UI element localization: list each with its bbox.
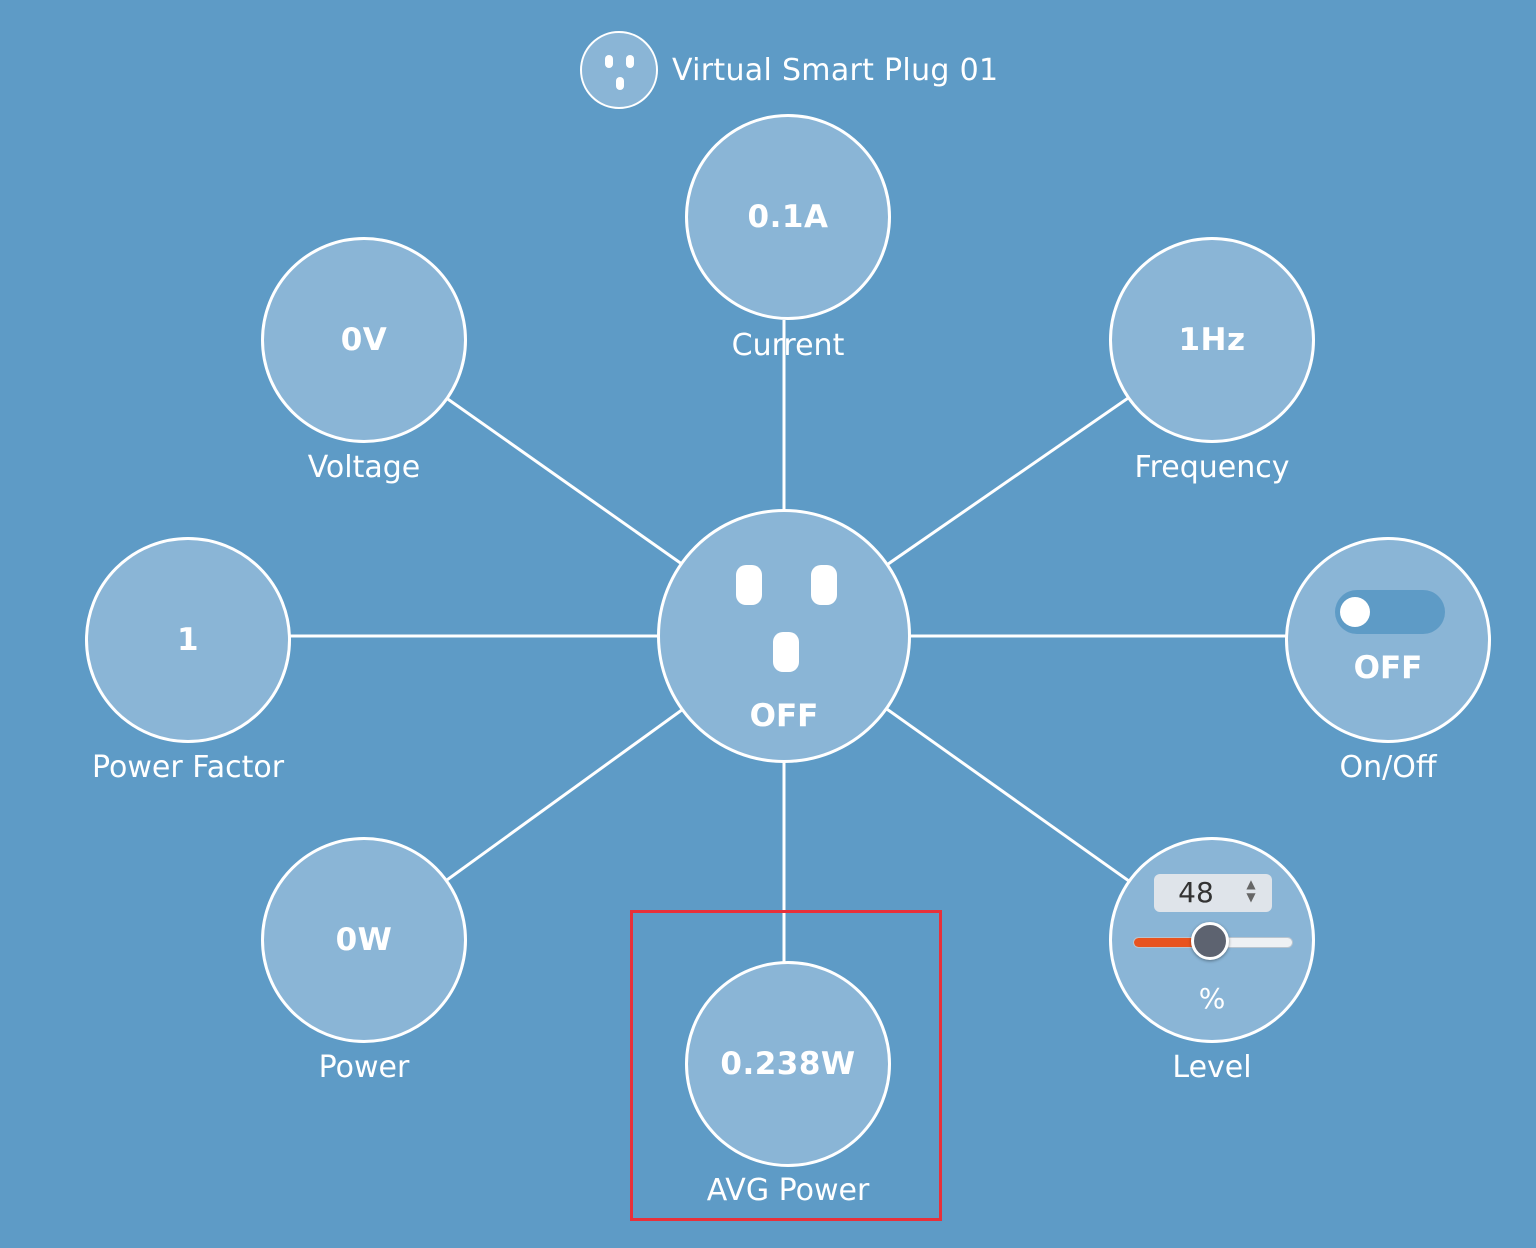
stepper-arrows-icon[interactable]: ▲ ▼	[1246, 877, 1256, 904]
outlet-icon	[580, 31, 658, 109]
current-value: 0.1A	[747, 199, 829, 235]
toggle-state: OFF	[1353, 650, 1423, 686]
level-node[interactable]: 48 ▲ ▼ %	[1109, 837, 1315, 1043]
power-factor-value: 1	[176, 622, 200, 658]
frequency-label: Frequency	[1134, 450, 1290, 485]
on-off-node[interactable]: OFF	[1285, 537, 1491, 743]
level-slider-fill	[1134, 938, 1211, 947]
level-value: 48	[1178, 876, 1214, 909]
device-state: OFF	[749, 698, 819, 734]
avg-power-node[interactable]: 0.238W	[685, 961, 891, 1167]
level-unit: %	[1198, 982, 1226, 1015]
outlet-pin-right	[811, 565, 837, 605]
voltage-node[interactable]: 0V	[261, 237, 467, 443]
level-stepper[interactable]: 48 ▲ ▼	[1154, 874, 1272, 912]
on-off-label: On/Off	[1339, 750, 1437, 785]
current-label: Current	[731, 328, 845, 363]
avg-power-value: 0.238W	[720, 1046, 856, 1082]
voltage-label: Voltage	[307, 450, 421, 485]
power-node[interactable]: 0W	[261, 837, 467, 1043]
device-header: Virtual Smart Plug 01	[580, 28, 998, 112]
outlet-pin-ground	[773, 632, 799, 672]
power-toggle[interactable]	[1335, 590, 1445, 634]
frequency-node[interactable]: 1Hz	[1109, 237, 1315, 443]
avg-power-label: AVG Power	[706, 1173, 870, 1208]
power-label: Power	[318, 1050, 410, 1085]
device-title: Virtual Smart Plug 01	[672, 52, 999, 88]
current-node[interactable]: 0.1A	[685, 114, 891, 320]
power-factor-node[interactable]: 1	[85, 537, 291, 743]
frequency-value: 1Hz	[1178, 322, 1246, 358]
outlet-center-node[interactable]: OFF	[657, 509, 911, 763]
power-value: 0W	[335, 922, 393, 958]
voltage-value: 0V	[340, 322, 388, 358]
level-label: Level	[1172, 1050, 1252, 1085]
power-factor-label: Power Factor	[91, 750, 285, 785]
outlet-pin-left	[736, 565, 762, 605]
level-slider-thumb[interactable]	[1190, 922, 1229, 960]
toggle-knob[interactable]	[1340, 597, 1370, 627]
